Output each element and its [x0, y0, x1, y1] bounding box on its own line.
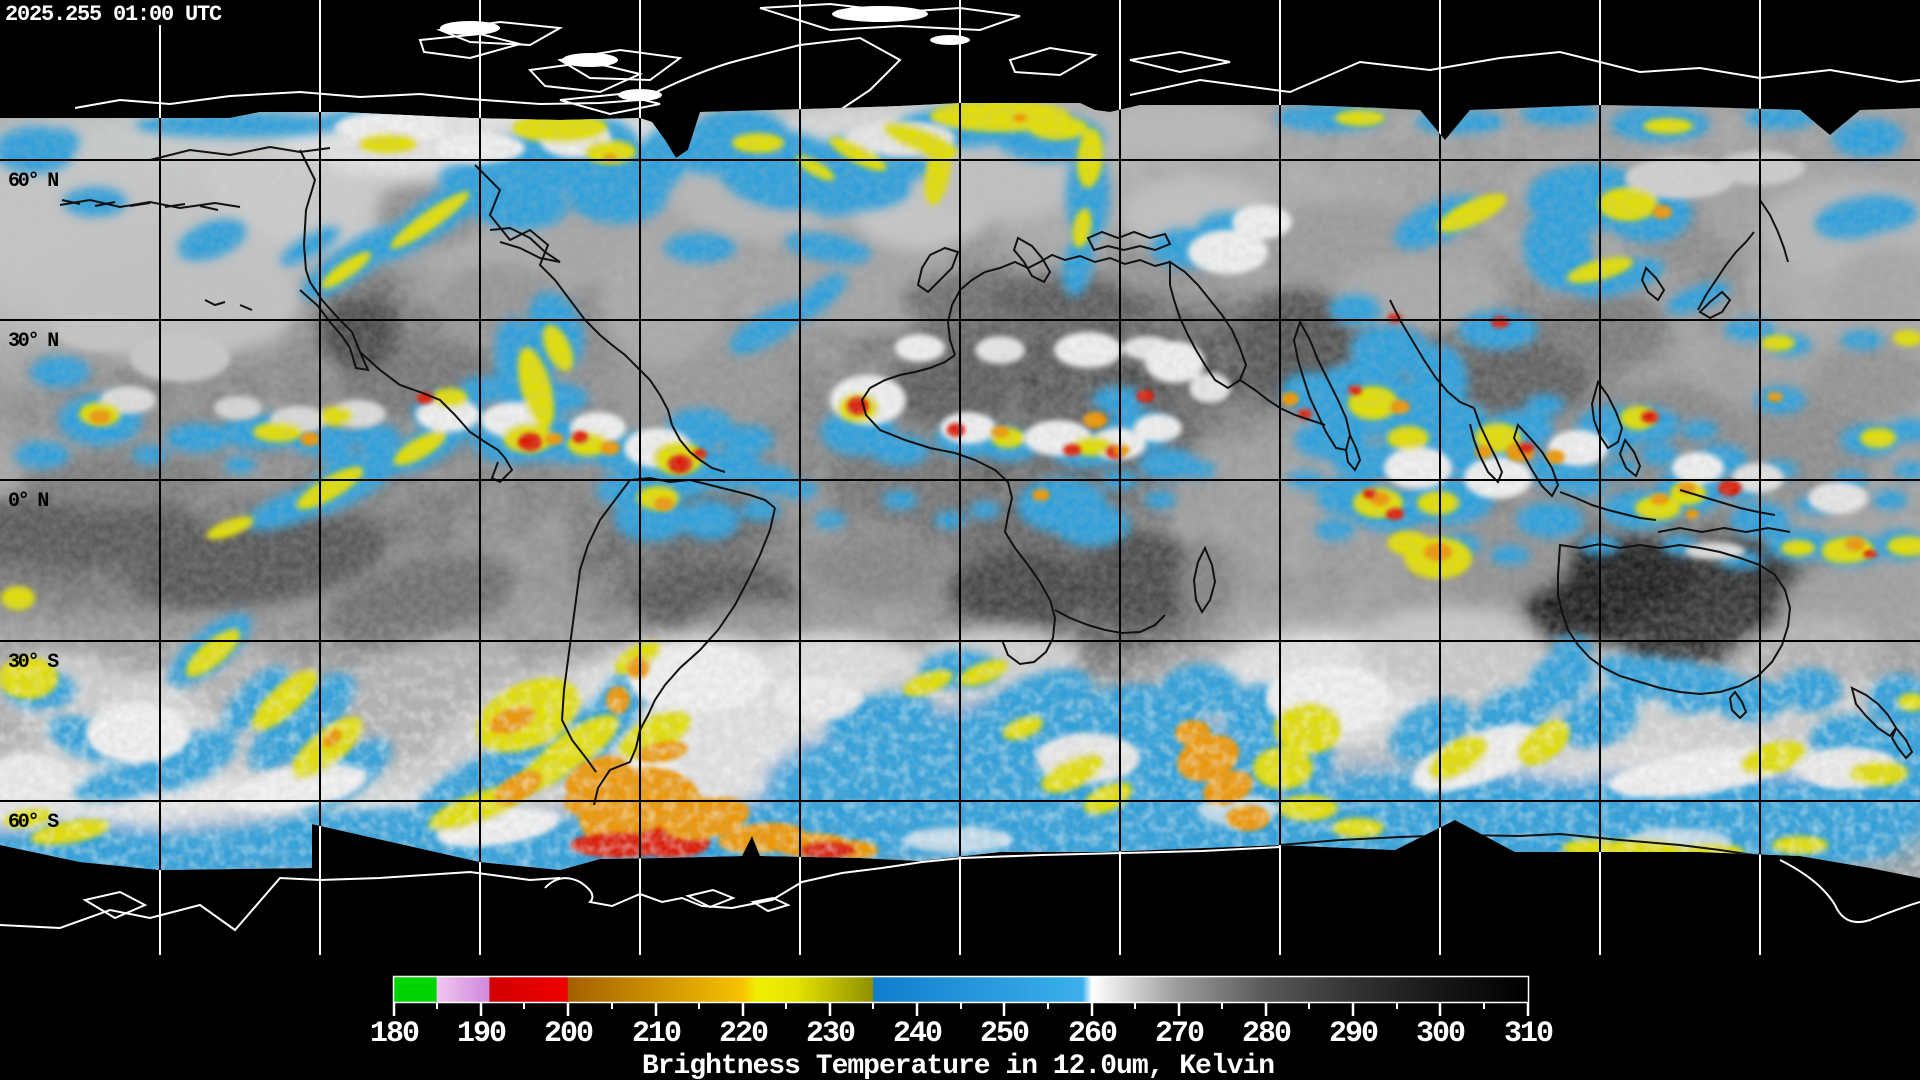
svg-text:2025.255 01:00 UTC: 2025.255 01:00 UTC [5, 2, 222, 27]
svg-text:300: 300 [1416, 1017, 1465, 1051]
svg-text:240: 240 [893, 1017, 942, 1051]
svg-text:0° N: 0° N [8, 490, 48, 513]
svg-text:30° S: 30° S [8, 651, 59, 674]
svg-text:200: 200 [544, 1017, 593, 1051]
svg-text:280: 280 [1242, 1017, 1291, 1051]
svg-text:230: 230 [806, 1017, 855, 1051]
svg-text:Brightness Temperature in 12.0: Brightness Temperature in 12.0um, Kelvin [642, 1051, 1274, 1080]
svg-text:220: 220 [719, 1017, 768, 1051]
svg-text:60° S: 60° S [8, 811, 59, 834]
svg-text:60° N: 60° N [8, 170, 58, 193]
svg-text:290: 290 [1329, 1017, 1378, 1051]
svg-text:250: 250 [980, 1017, 1029, 1051]
svg-text:270: 270 [1155, 1017, 1204, 1051]
svg-text:260: 260 [1068, 1017, 1117, 1051]
svg-text:180: 180 [370, 1017, 419, 1051]
svg-text:210: 210 [632, 1017, 681, 1051]
svg-text:310: 310 [1504, 1017, 1553, 1051]
svg-text:30° N: 30° N [8, 330, 58, 353]
svg-text:190: 190 [457, 1017, 506, 1051]
